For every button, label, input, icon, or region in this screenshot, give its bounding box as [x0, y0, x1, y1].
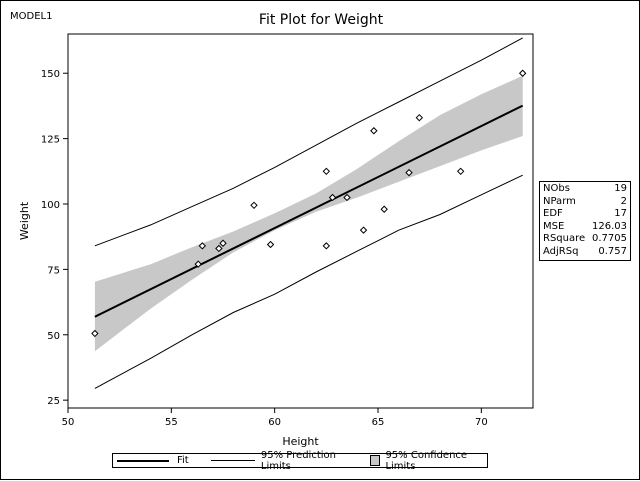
y-tick-label: 100 [41, 200, 60, 211]
data-point [343, 193, 351, 202]
x-tick-label: 65 [372, 417, 385, 428]
data-point [194, 260, 202, 268]
stat-row-adjrsq: AdjRSq 0.757 [543, 246, 627, 259]
y-tick-label: 75 [47, 265, 60, 276]
chart-title: Fit Plot for Weight [258, 12, 384, 28]
stat-value: 126.03 [592, 220, 627, 232]
x-tick-label: 70 [475, 417, 488, 428]
stat-label: MSE [543, 220, 565, 232]
y-tick-label: 50 [47, 331, 60, 342]
stat-label: EDF [543, 208, 563, 220]
data-point [370, 127, 378, 135]
data-point [198, 242, 207, 250]
y-tick-label: 150 [41, 69, 60, 80]
fit-statistics-box: NObs 19 NParm 2 EDF 17 MSE 126.03 RSquar… [539, 181, 631, 261]
data-point [215, 244, 223, 253]
y-tick-label: 25 [47, 396, 60, 407]
stat-value: 17 [614, 208, 627, 220]
legend-fit-label: Fit [177, 455, 189, 466]
stat-label: NObs [543, 183, 570, 194]
stat-label: NParm [543, 195, 576, 207]
stat-row-mse: MSE 126.03 [543, 221, 627, 234]
data-point [322, 167, 331, 176]
stat-label: AdjRSq [543, 245, 579, 257]
legend-item-confidence: 95% Confidence Limits [360, 450, 487, 472]
data-point [405, 168, 413, 177]
plot-area-frame [67, 33, 534, 409]
stat-value: 19 [614, 183, 627, 194]
stat-value: 0.7705 [592, 233, 627, 245]
confidence-band [94, 75, 523, 352]
stat-value: 2 [620, 195, 627, 207]
lower-prediction-line [94, 174, 523, 389]
stat-row-rsquare: RSquare 0.7705 [543, 233, 627, 246]
legend-confidence-label: 95% Confidence Limits [385, 449, 468, 472]
y-tick-label: 125 [41, 135, 60, 146]
legend-prediction-label: 95% Prediction Limits [260, 449, 336, 472]
x-tick-label: 60 [268, 417, 281, 428]
data-point [91, 329, 99, 338]
data-point [456, 167, 465, 176]
x-tick-label: 50 [62, 417, 75, 428]
legend-prediction-line-swatch [210, 460, 255, 461]
stat-row-nobs: NObs 19 [543, 183, 627, 196]
x-axis-label: Height [282, 435, 319, 448]
x-tick-label: 55 [165, 417, 178, 428]
data-point [380, 205, 388, 213]
data-point [359, 226, 368, 234]
stat-row-edf: EDF 17 [543, 208, 627, 221]
data-point [322, 242, 331, 250]
y-axis-label: Weight [18, 201, 31, 240]
data-point [415, 113, 424, 122]
model-label: MODEL1 [10, 11, 53, 22]
stat-label: RSquare [543, 233, 586, 245]
chart-legend: Fit 95% Prediction Limits 95% Confidence… [112, 450, 488, 472]
data-point [266, 240, 275, 249]
data-point [518, 69, 527, 77]
stat-value: 0.757 [598, 245, 627, 257]
legend-fit-line-swatch [117, 459, 169, 462]
stat-row-nparm: NParm 2 [543, 196, 627, 209]
legend-confidence-swatch [370, 455, 381, 466]
data-point [328, 193, 337, 202]
fit-line [94, 104, 524, 318]
data-point [219, 239, 227, 247]
legend-item-prediction: 95% Prediction Limits [193, 450, 357, 472]
data-point [250, 201, 258, 210]
upper-prediction-line [94, 37, 523, 247]
legend-item-fit: Fit [117, 455, 189, 466]
